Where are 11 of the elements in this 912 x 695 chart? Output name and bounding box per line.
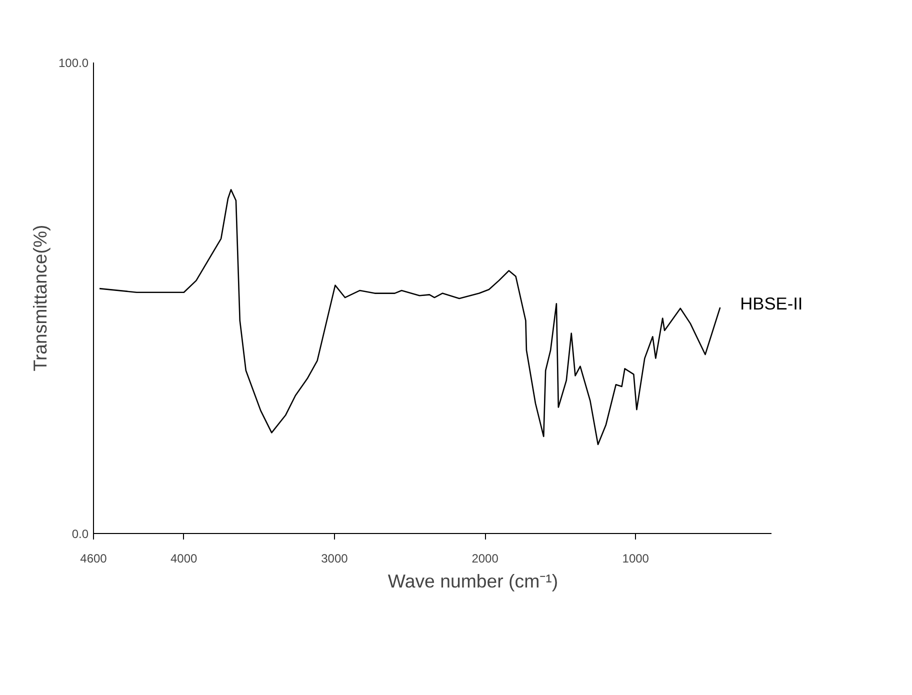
x-tick-label: 1000 <box>622 552 650 566</box>
y-axis-title: Transmittance(%) <box>29 224 50 372</box>
x-tick-label: 3000 <box>321 552 348 566</box>
series-label: HBSE-II <box>740 293 803 314</box>
y-tick-label: 100.0 <box>58 56 89 70</box>
line-series <box>98 189 721 446</box>
y-tick-label: 0.0 <box>72 527 89 541</box>
x-axis-title: Wave number (cm⁻¹) <box>388 570 558 592</box>
x-tick-label: 2000 <box>472 552 499 566</box>
x-tick-label: 4600 <box>80 552 108 566</box>
x-tick-label: 4000 <box>170 552 198 566</box>
